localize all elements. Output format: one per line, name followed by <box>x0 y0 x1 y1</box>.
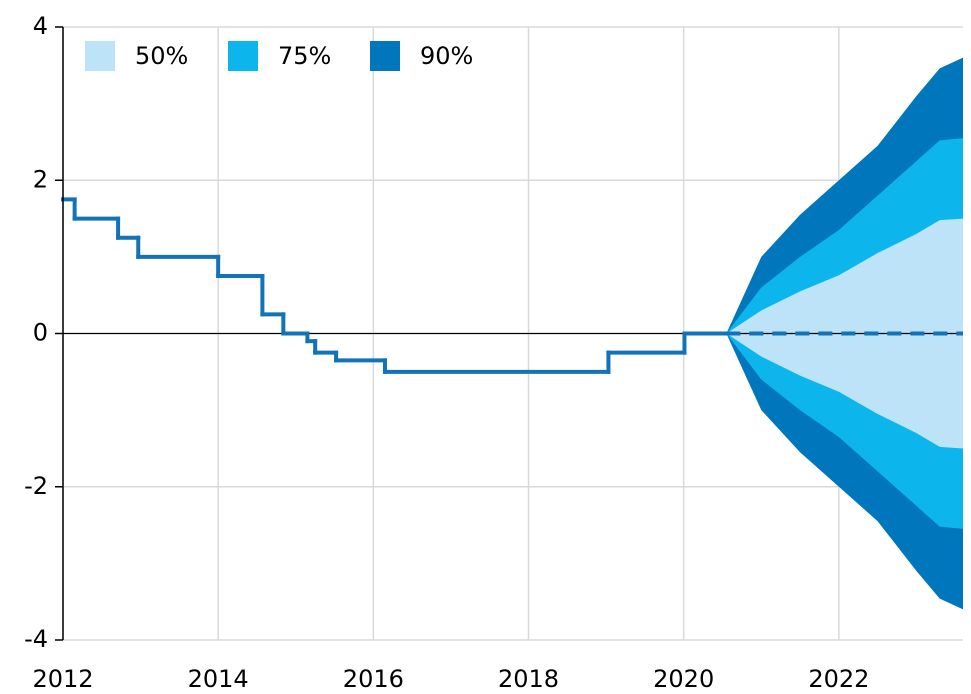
x-tick-label: 2022 <box>808 665 869 693</box>
legend-label: 90% <box>420 42 473 70</box>
legend-swatch <box>85 41 115 71</box>
y-tick-label: 0 <box>33 319 48 347</box>
x-tick-label: 2020 <box>653 665 714 693</box>
y-tick-label: -2 <box>24 472 48 500</box>
y-tick-label: 4 <box>33 12 48 40</box>
x-tick-label: 2016 <box>343 665 404 693</box>
legend-swatch <box>228 41 258 71</box>
legend-label: 50% <box>135 42 188 70</box>
legend-swatch <box>370 41 400 71</box>
x-tick-label: 2018 <box>498 665 559 693</box>
legend-label: 75% <box>278 42 331 70</box>
x-tick-label: 2012 <box>32 665 93 693</box>
y-tick-label: -4 <box>24 625 48 653</box>
x-tick-label: 2014 <box>188 665 249 693</box>
y-tick-label: 2 <box>33 165 48 193</box>
